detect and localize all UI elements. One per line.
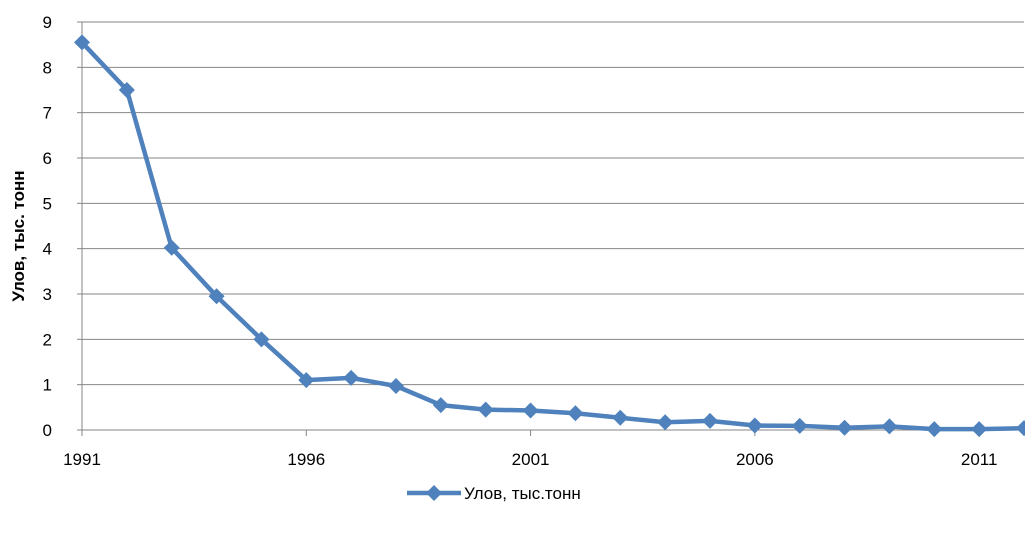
y-tick-label: 3: [43, 285, 52, 304]
x-tick-label: 1991: [63, 450, 101, 469]
data-point-marker: [253, 331, 270, 348]
data-point-marker: [567, 405, 584, 422]
legend-marker: [426, 485, 442, 501]
series-line: [80, 40, 1025, 432]
y-axis-title: Улов, тыс. тонн: [9, 170, 28, 301]
data-point-marker: [477, 401, 494, 418]
y-tick-label: 7: [43, 104, 52, 123]
series-group: [74, 34, 1025, 438]
data-point-marker: [971, 421, 988, 438]
data-point-marker: [926, 421, 943, 438]
y-tick-label: 1: [43, 376, 52, 395]
y-tick-label: 8: [43, 58, 52, 77]
y-tick-label: 0: [43, 421, 52, 440]
data-point-marker: [208, 288, 225, 305]
data-point-marker: [298, 372, 315, 389]
x-tick-label: 1996: [287, 450, 325, 469]
y-tick-label: 9: [43, 13, 52, 32]
data-point-marker: [522, 402, 539, 419]
x-tick-label: 2006: [736, 450, 774, 469]
data-point-marker: [612, 409, 629, 426]
y-tick-label: 5: [43, 194, 52, 213]
data-point-marker: [343, 369, 360, 386]
data-point-marker: [702, 412, 718, 429]
y-tick-label: 2: [43, 330, 52, 349]
data-point-marker: [881, 418, 898, 435]
data-point-marker: [791, 417, 808, 434]
y-tick-label: 4: [43, 240, 52, 259]
x-tick-labels: 1991 1996 2001 2006 2011: [63, 450, 997, 469]
data-point-marker: [163, 239, 180, 256]
data-point-marker: [657, 414, 674, 431]
data-point-marker: [836, 419, 853, 436]
gridlines: [82, 21, 1024, 386]
data-point-marker: [388, 378, 404, 395]
data-point-marker: [746, 417, 763, 434]
y-tick-label: 6: [43, 149, 52, 168]
legend: Улов, тыс.тонн: [407, 484, 581, 503]
axes: [77, 21, 1024, 436]
y-tick-labels: 0 1 2 3 4 5 6 7 8 9: [43, 13, 52, 440]
data-point-marker: [432, 397, 449, 414]
data-point-marker: [1016, 420, 1025, 437]
x-tick-label: 2001: [512, 450, 550, 469]
legend-label: Улов, тыс.тонн: [464, 484, 581, 503]
x-tick-label: 2011: [961, 450, 998, 469]
data-point-marker: [74, 34, 90, 51]
data-point-marker: [118, 82, 135, 98]
